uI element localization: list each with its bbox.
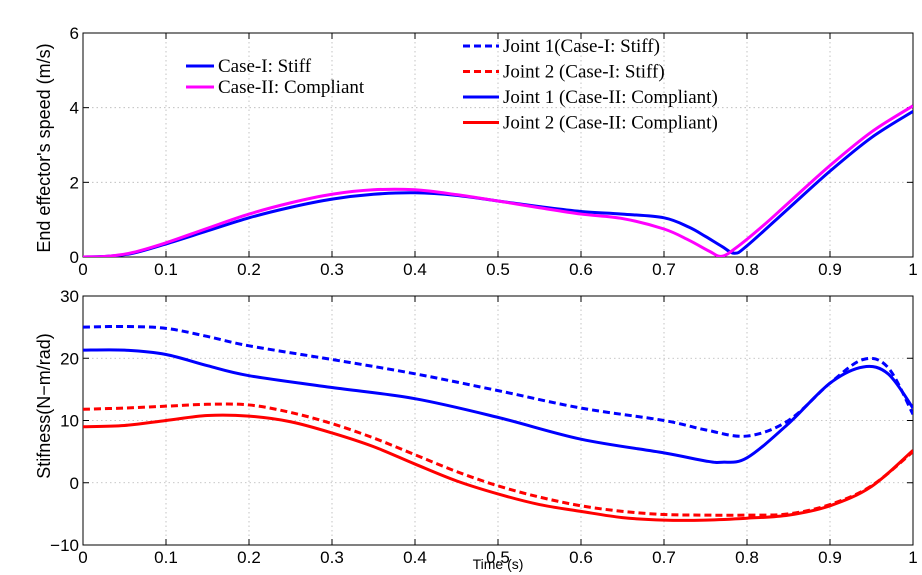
- stiffness-chart: 0 0.1 0.2 0.3 0.4 0.5 0.6 0.7 0.8 0.9 1−100102030J…: [50, 36, 918, 567]
- x-tick-label: 0.6: [569, 548, 593, 567]
- legend-label-1: Case-I: Stiff: [218, 56, 312, 77]
- y-tick-label: 4: [70, 99, 79, 118]
- y-tick-label: 10: [60, 412, 79, 431]
- x-tick-label: 0.8: [735, 548, 759, 567]
- y-tick-label: 20: [60, 349, 79, 368]
- x-tick-label: 0.4: [403, 548, 427, 567]
- y-tick-label: 6: [70, 24, 79, 43]
- series-line-2: [83, 104, 913, 257]
- x-tick-label: 0.9: [818, 548, 842, 567]
- x-tick-label: 0.4: [403, 260, 427, 279]
- y-tick-label: −10: [50, 536, 79, 555]
- y-tick-label: 30: [60, 287, 79, 306]
- legend-label-4: Joint 2 (Case-II: Compliant): [503, 113, 718, 134]
- x-tick-label: 0.9: [818, 260, 842, 279]
- x-tick-label: 0.7: [652, 260, 676, 279]
- legend-label-2: Case-II: Compliant: [218, 77, 365, 98]
- y-tick-label: 0: [70, 248, 79, 267]
- series-line-4: [83, 413, 913, 522]
- x-tick-label: 0: [78, 260, 87, 279]
- x-tick-label: 0.8: [735, 260, 759, 279]
- series-line-3: [83, 348, 913, 464]
- x-tick-label: 1: [908, 548, 917, 567]
- speed-chart: 0 0.1 0.2 0.3 0.4 0.5 0.6 0.7 0.8 0.9 1 0 2 4 6 Case-I:…: [70, 24, 918, 279]
- x-tick-label: 1: [908, 260, 917, 279]
- time-x-axis-label: Time (s): [473, 556, 524, 572]
- y-tick-label: 0: [70, 474, 79, 493]
- speed-y-axis-label: End effector's speed (m/s): [34, 43, 54, 252]
- x-tick-label: 0.1: [154, 548, 178, 567]
- legend-label-3: Joint 1 (Case-II: Compliant): [503, 87, 718, 108]
- legend-label-1: Joint 1(Case-I: Stiff): [503, 36, 660, 57]
- y-tick-label: 2: [70, 173, 79, 192]
- x-tick-label: 0.5: [486, 260, 510, 279]
- legend-label-2: Joint 2 (Case-I: Stiff): [503, 62, 665, 83]
- x-tick-label: 0.2: [237, 548, 261, 567]
- stiffness-y-axis-label: Stifness(N−m/rad): [34, 333, 54, 479]
- x-tick-label: 0.3: [320, 260, 344, 279]
- series-line-2: [83, 402, 913, 517]
- x-tick-label: 0: [78, 548, 87, 567]
- x-tick-label: 0.5: [486, 548, 510, 567]
- x-tick-label: 0.3: [320, 548, 344, 567]
- x-tick-label: 0.7: [652, 548, 676, 567]
- series-line-1: [83, 324, 913, 438]
- x-tick-label: 0.6: [569, 260, 593, 279]
- x-tick-label: 0.2: [237, 260, 261, 279]
- x-tick-label: 0.1: [154, 260, 178, 279]
